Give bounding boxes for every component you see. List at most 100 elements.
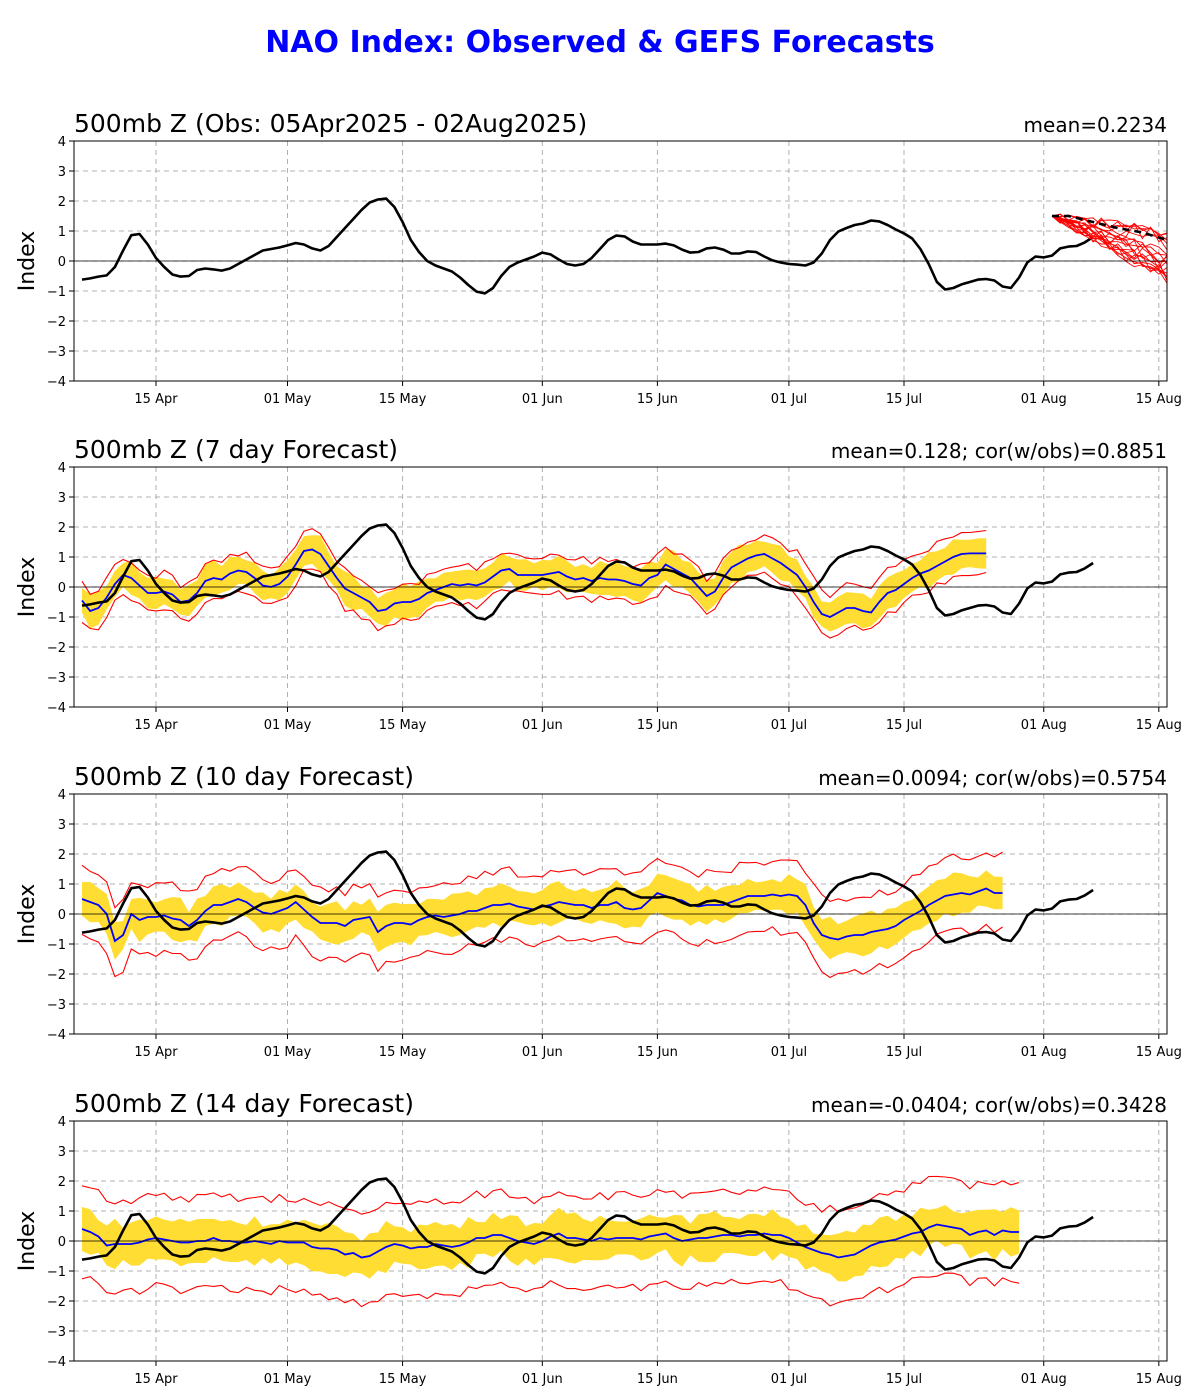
x-tick-label: 15 Jun [637,1372,678,1387]
ensemble-mean-line [81,1223,1020,1259]
y-tick-label: −2 [47,641,66,656]
x-tick-label: 15 Apr [134,718,178,733]
y-tick-label: −1 [47,938,66,953]
x-tick-label: 15 May [379,1372,427,1387]
main-title: NAO Index: Observed & GEFS Forecasts [265,25,935,60]
y-tick-label: 4 [58,461,66,476]
x-tick-label: 01 Jun [522,392,563,407]
x-tick-label: 15 May [379,718,427,733]
chart-panel-2: 500mb Z (7 day Forecast) mean=0.128; cor(… [15,435,1182,733]
ensemble-max-line [81,528,987,599]
x-tick-label: 15 Jul [886,392,922,407]
y-tick-label: 3 [58,491,66,506]
panel-title: 500mb Z (14 day Forecast) [74,1089,414,1118]
ensemble-spread-band [82,870,1003,960]
y-tick-label: −2 [47,315,66,330]
x-tick-label: 15 Jul [886,1372,922,1387]
forecast-member-line [1051,215,1167,275]
y-axis-label: Index [15,557,40,618]
x-tick-label: 01 Jul [771,392,807,407]
x-tick-label: 01 Aug [1021,1372,1067,1387]
y-tick-label: −3 [47,345,66,360]
x-tick-label: 01 Jun [522,718,563,733]
x-tick-label: 01 May [264,1372,312,1387]
x-tick-label: 15 May [379,1045,427,1060]
panel-title: 500mb Z (10 day Forecast) [74,762,414,791]
y-tick-label: 4 [58,1115,66,1130]
y-axis-label: Index [15,1211,40,1272]
y-tick-label: 0 [58,1235,66,1250]
y-tick-label: −2 [47,1295,66,1310]
y-tick-label: 1 [58,1205,66,1220]
panel-title: 500mb Z (7 day Forecast) [74,435,398,464]
forecast-member-line [1051,215,1167,241]
y-tick-label: 1 [58,878,66,893]
y-tick-label: −1 [47,1265,66,1280]
plot-area [81,523,1094,639]
y-tick-label: 0 [58,908,66,923]
x-tick-label: 15 May [379,392,427,407]
forecast-member-line [1051,215,1167,268]
x-tick-label: 15 Apr [134,1372,178,1387]
forecast-member-line [1051,215,1167,256]
plot-frame [73,140,1168,382]
observed-nao-line [81,197,1094,295]
x-tick-label: 15 Jun [637,392,678,407]
y-tick-label: −4 [47,375,66,390]
y-tick-label: 0 [58,581,66,596]
x-tick-label: 01 May [264,1045,312,1060]
ensemble-mean-line [81,548,987,618]
chart-panel-4: 500mb Z (14 day Forecast) mean=-0.0404; c… [15,1089,1182,1387]
x-tick-label: 01 Jun [522,1045,563,1060]
panel-stat: mean=-0.0404; cor(w/obs)=0.3428 [811,1093,1167,1117]
y-tick-label: 4 [58,135,66,150]
forecast-member-line [1051,215,1167,236]
panel-stat: mean=0.0094; cor(w/obs)=0.5754 [818,766,1167,790]
y-tick-label: 1 [58,225,66,240]
plot-area [81,850,1094,979]
plot-frame [73,1120,1168,1362]
x-tick-label: 15 Apr [134,392,178,407]
x-tick-label: 01 May [264,392,312,407]
ensemble-spread-band [82,1205,1020,1282]
x-tick-label: 15 Apr [134,1045,178,1060]
y-tick-label: −4 [47,1355,66,1370]
x-tick-label: 01 Jul [771,1045,807,1060]
y-tick-label: 0 [58,255,66,270]
y-tick-label: 2 [58,195,66,210]
forecast-mean-dashed-line [1052,214,1167,242]
x-tick-label: 15 Jul [886,1045,922,1060]
y-tick-label: −1 [47,285,66,300]
x-tick-label: 01 May [264,718,312,733]
x-tick-label: 15 Aug [1136,1045,1182,1060]
plot-area [81,1175,1094,1308]
y-tick-label: 3 [58,165,66,180]
x-tick-label: 01 Jul [771,718,807,733]
y-axis-label: Index [15,231,40,292]
y-tick-label: −1 [47,611,66,626]
x-tick-label: 01 Aug [1021,1045,1067,1060]
y-tick-label: 2 [58,1175,66,1190]
y-tick-label: −3 [47,671,66,686]
y-tick-label: −2 [47,968,66,983]
ensemble-min-line [81,1272,1020,1308]
x-tick-label: 01 Jun [522,1372,563,1387]
x-tick-label: 15 Jul [886,718,922,733]
y-tick-label: −4 [47,701,66,716]
ensemble-max-line [81,1175,1020,1215]
panels: 500mb Z (Obs: 05Apr2025 - 02Aug2025) mean… [15,109,1182,1387]
x-tick-label: 01 Aug [1021,718,1067,733]
plot-frame [73,466,1168,708]
forecast-member-line [1051,215,1167,282]
x-tick-label: 15 Aug [1136,718,1182,733]
y-tick-label: 3 [58,818,66,833]
panel-stat: mean=0.2234 [1024,113,1167,137]
x-tick-label: 01 Jul [771,1372,807,1387]
ensemble-max-line [81,851,1003,909]
y-tick-label: −3 [47,998,66,1013]
x-tick-label: 15 Aug [1136,1372,1182,1387]
plot-frame [73,793,1168,1035]
y-tick-label: 4 [58,788,66,803]
plot-area [81,197,1167,295]
